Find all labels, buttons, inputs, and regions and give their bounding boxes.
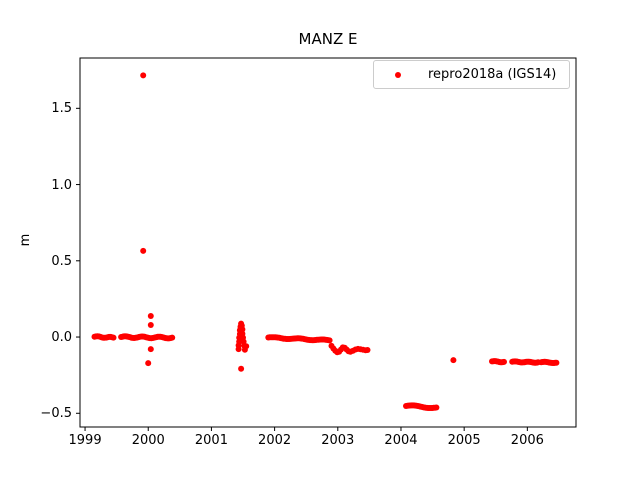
y-tick-label: 1.5	[51, 101, 72, 117]
data-point	[433, 404, 440, 411]
axis-ticks	[76, 107, 528, 431]
data-point	[140, 247, 147, 254]
data-point	[147, 313, 154, 319]
legend-label: repro2018a (IGS14)	[428, 67, 557, 82]
y-tick-label: 1.0	[51, 177, 72, 193]
data-point	[450, 357, 457, 364]
data-point	[110, 334, 117, 341]
data-point	[501, 358, 507, 365]
x-tick-label: 2006	[510, 433, 544, 448]
data-point	[239, 326, 246, 333]
y-tick-label: 0.5	[51, 253, 72, 269]
data-point	[145, 360, 152, 367]
axes-frame	[79, 57, 577, 428]
scatter-series	[91, 72, 560, 411]
x-tick-label: 2003	[321, 433, 355, 448]
data-point	[140, 72, 147, 79]
legend: repro2018a (IGS14)	[373, 60, 570, 89]
legend-marker-dot	[395, 71, 401, 78]
x-tick-label: 1999	[68, 433, 102, 448]
data-point	[553, 359, 560, 366]
data-point	[169, 334, 176, 341]
data-point	[238, 365, 245, 372]
y-tick-label: 0.0	[51, 330, 72, 346]
x-tick-label: 2004	[384, 433, 418, 448]
data-point	[243, 343, 250, 350]
data-point	[326, 337, 333, 344]
x-tick-label: 2002	[258, 433, 292, 448]
data-point	[147, 322, 154, 328]
data-point	[147, 346, 154, 353]
x-tick-label: 2001	[194, 433, 228, 448]
data-point	[364, 347, 371, 353]
chart-title: MANZ E	[298, 30, 358, 48]
x-tick-label: 2005	[447, 433, 481, 448]
x-tick-label: 2000	[131, 433, 165, 448]
y-tick-label: −0.5	[40, 406, 72, 422]
